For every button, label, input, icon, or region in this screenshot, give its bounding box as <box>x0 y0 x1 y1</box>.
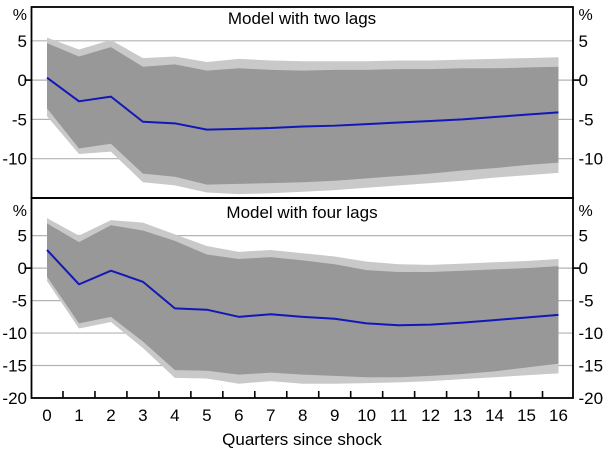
y-tick-label-right: 5 <box>579 32 588 51</box>
percent-label-right: % <box>579 203 593 220</box>
x-tick-label: 1 <box>74 406 83 425</box>
x-tick-label: 13 <box>453 406 472 425</box>
y-tick-label-left: -10 <box>2 150 27 169</box>
y-tick-label-left: -15 <box>2 357 27 376</box>
x-tick-label: 10 <box>357 406 376 425</box>
x-tick-label: 3 <box>138 406 147 425</box>
y-tick-label-left: 5 <box>18 32 27 51</box>
x-tick-label: 14 <box>485 406 504 425</box>
y-tick-label-left: -10 <box>2 324 27 343</box>
y-tick-label-right: -20 <box>579 389 604 408</box>
y-tick-label-left: -20 <box>2 389 27 408</box>
y-tick-label-left: 0 <box>18 71 27 90</box>
x-tick-label: 8 <box>298 406 307 425</box>
y-tick-label-right: 0 <box>579 259 588 278</box>
y-tick-label-right: 5 <box>579 227 588 246</box>
x-tick-label: 2 <box>106 406 115 425</box>
x-tick-label: 9 <box>330 406 339 425</box>
estimate-line <box>46 249 559 327</box>
x-tick-label: 4 <box>170 406 179 425</box>
y-tick-label-right: -10 <box>579 324 604 343</box>
x-tick-label: 7 <box>266 406 275 425</box>
inner-confidence-band <box>47 223 559 378</box>
x-tick-label: 11 <box>390 406 408 425</box>
y-tick-label-left: 5 <box>18 227 27 246</box>
x-tick-label: 6 <box>234 406 243 425</box>
y-tick-label-right: -10 <box>579 150 604 169</box>
y-tick-label-left: -5 <box>12 110 27 129</box>
y-tick-label-right: -15 <box>579 357 604 376</box>
estimate-line <box>46 76 559 131</box>
percent-label-left: % <box>13 203 27 220</box>
y-tick-label-right: -5 <box>579 110 594 129</box>
x-tick-label: 15 <box>517 406 536 425</box>
x-tick-label: 16 <box>549 406 568 425</box>
y-tick-label-right: -5 <box>579 292 594 311</box>
percent-label-right: % <box>579 7 593 24</box>
percent-label-left: % <box>13 7 27 24</box>
y-tick-label-right: 0 <box>579 71 588 90</box>
x-tick-label: 12 <box>421 406 440 425</box>
y-tick-label-left: 0 <box>18 259 27 278</box>
x-tick-label: 0 <box>42 406 51 425</box>
inner-confidence-band <box>47 43 559 185</box>
y-tick-label-left: -5 <box>12 292 27 311</box>
x-tick-label: 5 <box>202 406 211 425</box>
panel-border <box>30 197 574 399</box>
